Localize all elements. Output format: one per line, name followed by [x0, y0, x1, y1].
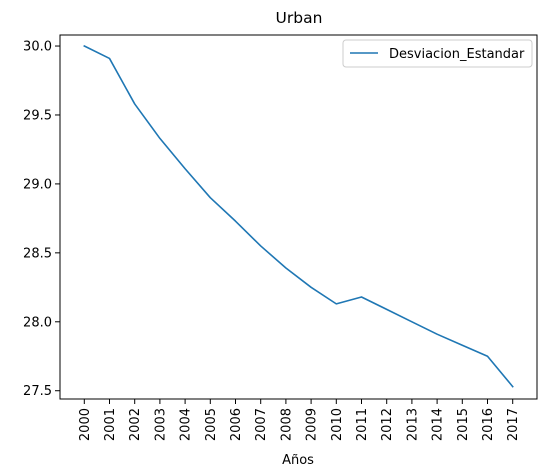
- x-tick-label: 2001: [103, 408, 118, 441]
- y-tick-label: 29.5: [23, 108, 52, 123]
- x-axis-label: Años: [282, 453, 314, 468]
- x-tick-label: 2010: [330, 408, 345, 441]
- x-axis: 2000 2001 2002 2003 2004 2005 2006 2007 2008 2009…: [78, 399, 521, 441]
- x-tick-label: 2002: [128, 408, 143, 441]
- legend-label: Desviacion_Estandar: [389, 47, 525, 62]
- x-tick-label: 2013: [405, 408, 420, 441]
- x-tick-label: 2004: [179, 408, 194, 441]
- x-tick-label: 2005: [204, 408, 219, 441]
- legend: Desviacion_Estandar: [342, 39, 533, 68]
- x-tick-label: 2015: [456, 408, 471, 441]
- y-axis: 27.5 28.0 28.5 29.0 29.5 30.0: [23, 40, 60, 399]
- series-layer: [83, 44, 514, 388]
- x-tick-label: 2016: [481, 408, 496, 441]
- x-tick-label: 2000: [78, 408, 93, 441]
- y-tick-label: 27.5: [23, 384, 52, 399]
- x-tick-label: 2009: [305, 408, 320, 441]
- y-tick-label: 30.0: [23, 40, 52, 55]
- y-tick-label: 28.5: [23, 246, 52, 261]
- chart-title: Urban: [276, 9, 323, 27]
- x-tick-label: 2011: [355, 408, 370, 441]
- plot-frame: [59, 34, 538, 400]
- series-line-desviacion-estandar: [83, 44, 514, 388]
- x-tick-label: 2007: [254, 408, 269, 441]
- y-tick-label: 28.0: [23, 315, 52, 330]
- x-tick-label: 2008: [279, 408, 294, 441]
- x-tick-label: 2014: [431, 408, 446, 441]
- x-tick-label: 2003: [153, 408, 168, 441]
- legend-box: [342, 39, 533, 68]
- x-tick-label: 2017: [506, 408, 521, 441]
- y-tick-label: 29.0: [23, 177, 52, 192]
- x-tick-label: 2012: [380, 408, 395, 441]
- x-tick-label: 2006: [229, 408, 244, 441]
